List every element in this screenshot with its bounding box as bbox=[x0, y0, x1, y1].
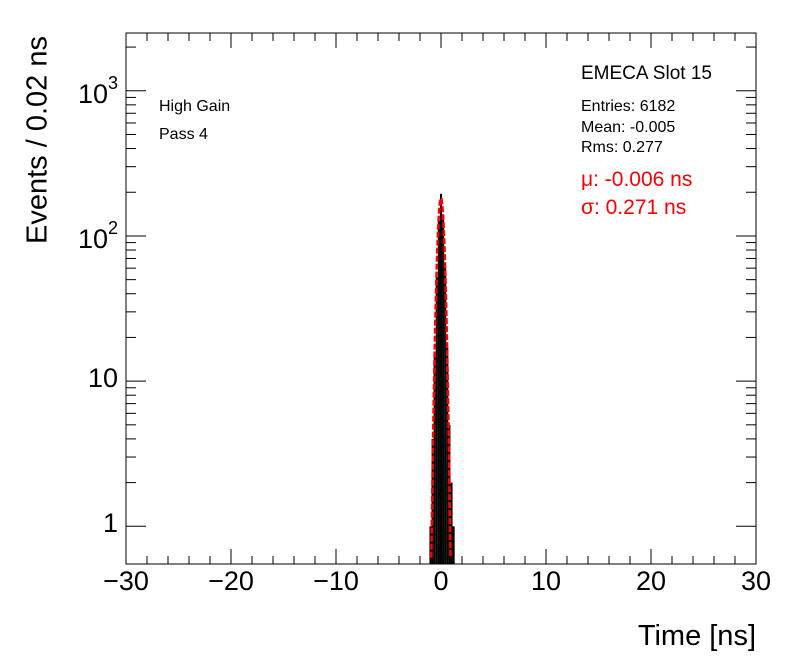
y-tick-label-base: 10 bbox=[77, 78, 108, 109]
entries-label: Entries: 6182 bbox=[581, 98, 676, 115]
x-tick-label: 20 bbox=[635, 566, 667, 596]
x-axis-ticks bbox=[125, 33, 757, 564]
histogram-bin bbox=[450, 482, 453, 564]
x-tick-label: −20 bbox=[208, 566, 254, 596]
histogram-bin bbox=[452, 526, 455, 564]
y-axis-ticks bbox=[126, 46, 756, 527]
x-tick-label: 10 bbox=[530, 566, 562, 596]
y-tick-label: 1 bbox=[103, 508, 118, 539]
gain-label: High Gain bbox=[159, 98, 231, 115]
y-axis-title-text: Events / 0.02 ns bbox=[21, 36, 54, 244]
histogram-bin bbox=[439, 193, 443, 564]
x-axis-title: Time [ns] bbox=[637, 620, 756, 652]
y-tick-label-base: 10 bbox=[77, 223, 108, 254]
histogram-bin bbox=[437, 220, 440, 565]
y-tick-label-base: 10 bbox=[87, 363, 118, 394]
y-tick-label: 103 bbox=[78, 73, 118, 110]
x-tick-label: −10 bbox=[313, 566, 359, 596]
pass-label: Pass 4 bbox=[159, 126, 208, 143]
x-tick-label: 0 bbox=[433, 566, 449, 596]
histogram-bin bbox=[444, 268, 447, 564]
x-tick-label: −30 bbox=[103, 566, 149, 596]
x-tick-label: 30 bbox=[740, 566, 772, 596]
y-tick-label-exponent: 2 bbox=[107, 217, 118, 238]
y-tick-label: 10 bbox=[88, 363, 118, 394]
histogram-bin bbox=[433, 351, 436, 564]
histogram-bin bbox=[435, 277, 438, 564]
histogram-bin bbox=[442, 214, 445, 564]
fit-sigma-label: σ: 0.271 ns bbox=[581, 196, 687, 219]
y-tick-label-exponent: 3 bbox=[107, 72, 118, 93]
y-tick-label: 102 bbox=[78, 218, 118, 255]
mean-label: Mean: -0.005 bbox=[581, 119, 676, 136]
slot-label: EMECA Slot 15 bbox=[581, 63, 712, 84]
histogram-bin bbox=[446, 347, 449, 564]
rms-label: Rms: 0.277 bbox=[581, 139, 663, 156]
y-tick-label-base: 1 bbox=[102, 508, 118, 539]
fit-mu-label: μ: -0.006 ns bbox=[581, 168, 693, 191]
